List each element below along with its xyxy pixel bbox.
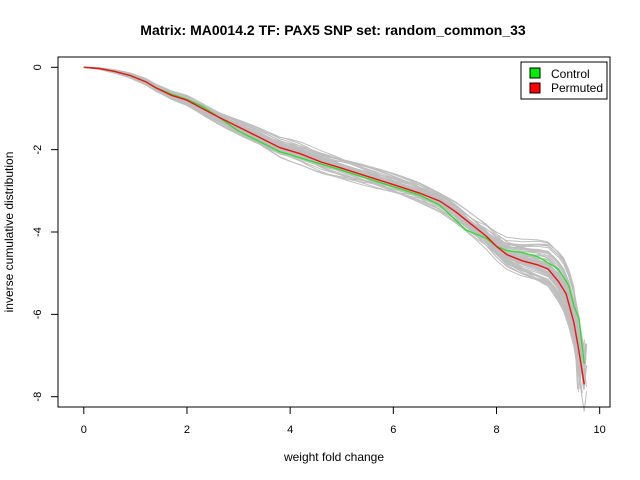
legend-label-permuted: Permuted	[551, 81, 603, 95]
y-tick-label: -4	[32, 227, 44, 237]
y-tick-label: 0	[32, 64, 44, 70]
background-line	[83, 66, 581, 347]
series-line-permuted	[83, 66, 585, 385]
x-tick-label: 2	[184, 424, 190, 436]
x-axis-label: weight fold change	[283, 450, 384, 464]
x-tick-label: 10	[594, 424, 606, 436]
chart-title: Matrix: MA0014.2 TF: PAX5 SNP set: rando…	[140, 22, 526, 38]
legend: Control Permuted	[520, 61, 608, 100]
y-tick-label: -6	[32, 309, 44, 319]
x-axis: 0 2 4 6 8 10	[81, 406, 606, 436]
y-axis-label: inverse cumulative distribution	[2, 152, 16, 313]
x-tick-label: 6	[390, 424, 396, 436]
series-layer	[83, 66, 585, 385]
x-tick-label: 8	[493, 424, 499, 436]
y-tick-label: -2	[32, 145, 44, 155]
x-tick-label: 4	[287, 424, 293, 436]
y-tick-label: -8	[32, 392, 44, 402]
background-line	[83, 66, 581, 373]
legend-swatch-permuted	[529, 82, 541, 94]
x-tick-label: 0	[81, 424, 87, 436]
legend-label-control: Control	[551, 67, 590, 81]
legend-swatch-control	[529, 67, 541, 79]
background-line	[83, 66, 585, 373]
background-line	[83, 66, 582, 365]
y-axis: 0 -2 -4 -6 -8	[32, 64, 59, 402]
